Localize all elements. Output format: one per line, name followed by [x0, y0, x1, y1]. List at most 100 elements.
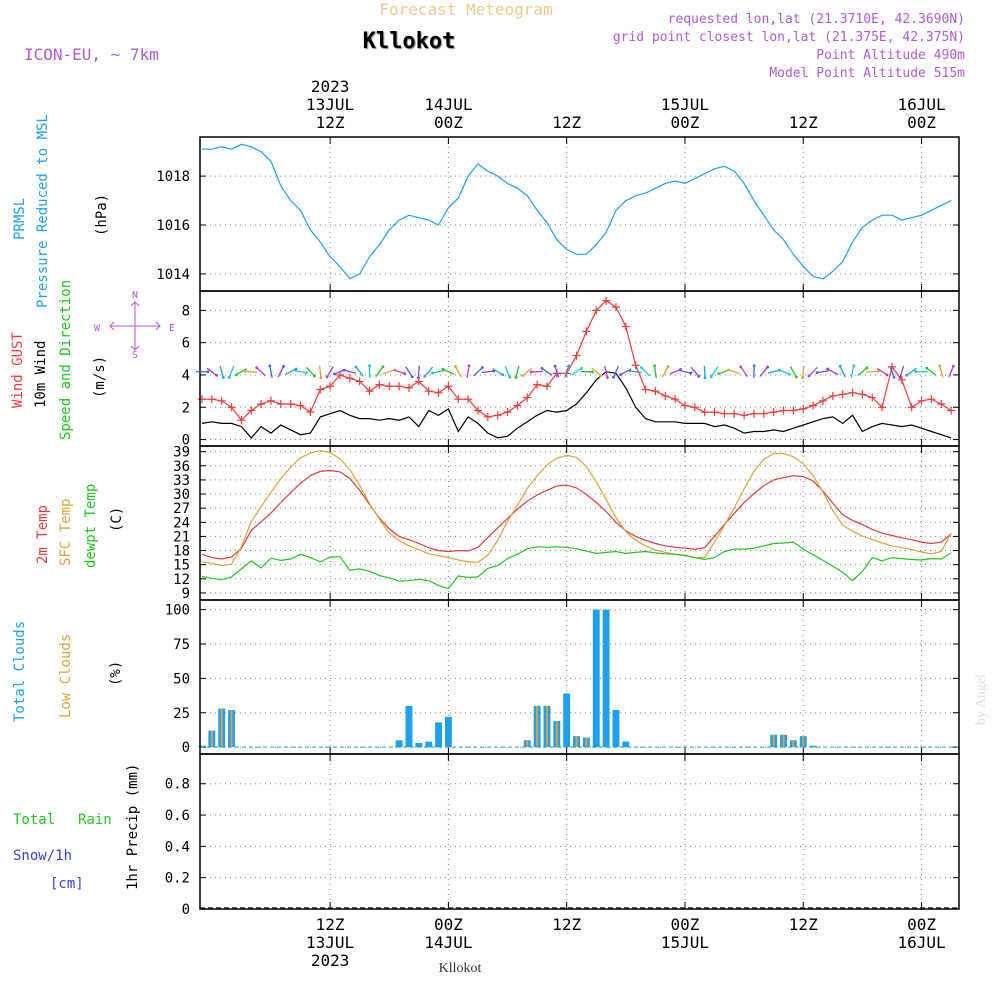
- wind-arrow: [228, 365, 235, 378]
- gust-marker: [661, 391, 670, 400]
- gust-marker: [316, 385, 325, 394]
- wind-arrow-head: [727, 368, 730, 372]
- wind-arrow-head: [666, 365, 670, 368]
- wind-arrow-head: [590, 370, 594, 374]
- gust-marker: [878, 403, 887, 412]
- wind-arrow-head: [815, 371, 819, 375]
- gust-label: Wind GUST: [10, 332, 26, 408]
- gust-marker: [907, 403, 916, 412]
- wind-arrow: [432, 369, 445, 374]
- gust-marker: [769, 408, 778, 417]
- cloud-bar-total: [395, 740, 403, 748]
- wind-arrow-head: [282, 364, 285, 368]
- dewpt-label: dewpt Temp: [83, 484, 99, 568]
- wind-arrow: [876, 367, 888, 376]
- wind-arrow-head: [540, 366, 544, 370]
- wind-arrow: [816, 370, 829, 374]
- gust-marker: [355, 377, 364, 386]
- gust-marker: [464, 395, 473, 404]
- wind-arrow-head: [313, 374, 316, 378]
- wind-arrow-head: [243, 369, 247, 373]
- wind-arrow-head: [319, 376, 323, 380]
- cloud-bar-low: [526, 740, 529, 748]
- wind-arrow-head: [801, 376, 804, 380]
- gust-marker: [286, 400, 295, 409]
- cloud-bar-total: [435, 722, 442, 748]
- gust-marker: [631, 361, 640, 370]
- top-time-label: 2023: [311, 77, 350, 96]
- wind-arrow: [939, 365, 944, 378]
- cloud-bar-total: [405, 705, 413, 748]
- wind-arrow-head: [606, 376, 609, 379]
- gust-marker: [759, 409, 768, 418]
- wind-arrow: [948, 365, 954, 378]
- ytick-label: 100: [165, 603, 190, 619]
- ytick-label: 0.8: [165, 777, 190, 793]
- wind-arrow: [405, 366, 413, 378]
- precip-labels: Total Rain Snow/1h [cm] 1hr Precip (mm): [13, 764, 141, 892]
- wind-arrow-head: [905, 373, 909, 377]
- pressure-labels: PRMSL Pressure Reduced to MSL (hPa): [12, 114, 110, 308]
- wind-arrow-head: [354, 365, 358, 369]
- cloud-bar-total: [415, 743, 423, 748]
- wind-arrow-head: [410, 375, 414, 379]
- wind-arrow: [466, 365, 470, 378]
- gust-marker: [424, 387, 433, 396]
- ytick-label: 1018: [156, 169, 190, 185]
- cloud-bar-low: [772, 734, 775, 748]
- wind-arrow-head: [480, 366, 484, 369]
- wind-arrow-head: [619, 373, 622, 377]
- wind-arrow: [277, 366, 285, 378]
- ytick-label: 0: [182, 740, 190, 756]
- wind-arrow: [827, 368, 839, 376]
- wind-arrow: [393, 369, 405, 375]
- ytick-label: 1014: [156, 267, 190, 283]
- wind-arrow-head: [938, 364, 942, 368]
- wind-arrow-head: [441, 367, 445, 371]
- wind-arrow-head: [294, 367, 298, 371]
- cloud-bar-total: [198, 745, 206, 748]
- gust-marker: [306, 408, 315, 417]
- gust-marker: [395, 382, 404, 391]
- cloud-bar-low: [575, 736, 578, 748]
- cloud-bar-total: [612, 710, 620, 748]
- wind-arrow-head: [892, 375, 896, 379]
- wind-arrow: [703, 365, 706, 378]
- gust-marker: [809, 401, 818, 410]
- gust-marker: [375, 380, 384, 389]
- series-sfc-temp: [201, 450, 952, 567]
- gust-marker: [473, 406, 482, 415]
- ytick-label: 25: [173, 706, 190, 722]
- gust-marker: [582, 327, 591, 336]
- wind-arrow: [629, 370, 642, 374]
- top-time-label: 12Z: [316, 113, 345, 132]
- wind-arrow-head: [752, 364, 756, 368]
- ytick-label: 8: [182, 303, 190, 319]
- wind-arrow-head: [221, 376, 225, 379]
- gust-marker: [444, 382, 453, 391]
- gust-marker: [947, 406, 956, 415]
- point-altitude: Point Altitude 490m: [816, 48, 965, 63]
- pressure-unit-label: (hPa): [94, 194, 110, 236]
- cloud-bar-total: [622, 741, 630, 748]
- compass-rose: N E S W: [94, 290, 175, 361]
- gust-marker: [217, 396, 226, 405]
- wind-arrow: [777, 368, 790, 375]
- wind-arrow-head: [227, 375, 231, 379]
- cloud-bar-low: [585, 737, 588, 748]
- gust-marker: [513, 401, 522, 410]
- rain-label: Rain: [78, 812, 112, 828]
- gust-marker: [227, 403, 236, 412]
- ytick-label: 15: [173, 558, 190, 574]
- wind-arrow: [866, 370, 879, 373]
- top-time-label: 00Z: [907, 113, 936, 132]
- gust-marker: [385, 382, 394, 391]
- panel-frame: [199, 136, 960, 292]
- gust-marker: [483, 412, 492, 421]
- gust-marker: [404, 383, 413, 392]
- wind-arrow: [473, 367, 483, 377]
- bottom-time-label: 15JUL: [661, 933, 709, 952]
- top-time-label: 12Z: [552, 113, 581, 132]
- cm-label: [cm]: [50, 876, 84, 892]
